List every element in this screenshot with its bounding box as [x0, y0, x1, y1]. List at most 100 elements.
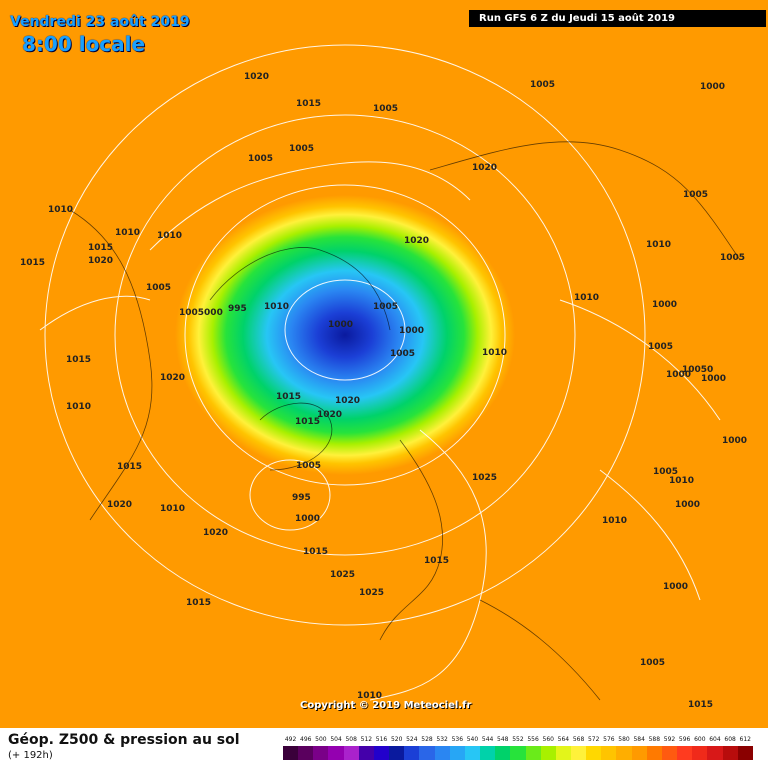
isobar-value-label: 1000 — [701, 374, 727, 384]
scale-swatch — [358, 746, 374, 760]
coastline — [429, 141, 741, 261]
isobar-value-label: 1005 — [373, 302, 399, 312]
isobar-value-label: 1000 — [652, 300, 678, 310]
isobar-value-label: 1015 — [688, 700, 714, 710]
isobar-value-label: 1010 — [264, 302, 290, 312]
isobar-value-label: 1025 — [330, 570, 356, 580]
isobar-value-label: 1000 — [399, 326, 425, 336]
isobar-value-label: 1025 — [472, 473, 498, 483]
scale-label: 500 — [315, 736, 327, 743]
color-scale-swatches — [283, 746, 753, 760]
legend-title: Géop. Z500 & pression au sol — [8, 732, 240, 748]
scale-swatch — [540, 746, 556, 760]
isobar-value-label: 1010 — [482, 348, 508, 358]
scale-label: 536 — [451, 736, 464, 743]
isobar-value-label: 1010 — [48, 205, 74, 215]
isobar-value-label: 1005 — [289, 144, 315, 154]
isobar-contour — [369, 429, 487, 701]
isobar-contour — [39, 295, 151, 331]
scale-swatch — [419, 746, 435, 760]
scale-swatch — [525, 746, 541, 760]
isobar-value-label: 1015 — [276, 392, 302, 402]
scale-label: 524 — [406, 736, 418, 743]
scale-label: 564 — [557, 736, 570, 743]
scale-label: 612 — [739, 736, 751, 743]
scale-label: 492 — [284, 736, 297, 743]
color-scale-labels: 492 496 500 504 508 512 516 520 524 528 532 536 540 5… — [283, 736, 753, 746]
scale-swatch — [283, 746, 299, 760]
isobar-value-label: 1010 — [669, 476, 695, 486]
isobar-value-label: 1010 — [574, 293, 600, 303]
scale-swatch — [677, 746, 693, 760]
isobar-value-label: 1000 — [722, 436, 748, 446]
isobar-value-label: 1000 — [700, 82, 726, 92]
isobar-value-label: 1020 — [244, 72, 270, 82]
scale-label: 604 — [709, 736, 721, 743]
isobar-value-label: 1010 — [602, 516, 628, 526]
scale-swatch — [328, 746, 344, 760]
scale-swatch — [601, 746, 617, 760]
isobar-value-label: 1020 — [472, 163, 498, 173]
scale-label: 556 — [527, 736, 539, 743]
isobar-value-label: 1020 — [404, 236, 430, 246]
coastline — [259, 402, 333, 471]
scale-swatch — [570, 746, 587, 760]
isobar-value-label: 1010 — [115, 228, 141, 238]
run-info-box: Run GFS 6 Z du Jeudi 15 août 2019 — [469, 10, 766, 27]
isobar-value-label: 1015 — [296, 99, 322, 109]
isobar-value-label: 1000 — [663, 582, 689, 592]
scale-swatch — [480, 746, 496, 760]
isobar-value-label: 1015 — [295, 417, 321, 427]
isobar-value-label: 1005 — [653, 467, 679, 477]
scale-label: 540 — [466, 736, 479, 743]
isobar-value-label: 1015 — [303, 547, 329, 557]
scale-swatch — [389, 746, 405, 760]
isobar-contour — [599, 469, 701, 601]
isobar-value-label: 1020 — [335, 396, 361, 406]
isobar-value-label: 1020 — [317, 410, 343, 420]
scale-label: 520 — [390, 736, 403, 743]
isobar-contour — [114, 114, 576, 556]
scale-swatch — [373, 746, 390, 760]
scale-label: 532 — [436, 736, 448, 743]
isobar-contour — [149, 161, 471, 251]
scale-label: 544 — [481, 736, 494, 743]
isobar-value-label: 995 — [228, 304, 247, 314]
scale-label: 560 — [542, 736, 554, 743]
isobar-value-label: 1000 — [666, 370, 692, 380]
scale-label: 548 — [497, 736, 509, 743]
legend-subtitle: (+ 192h) — [8, 750, 53, 761]
scale-label: 516 — [375, 736, 388, 743]
scale-label: 608 — [724, 736, 736, 743]
isobar-contour — [249, 459, 331, 531]
forecast-date-title: Vendredi 23 août 2019 — [10, 14, 190, 30]
scale-label: 568 — [572, 736, 585, 743]
scale-swatch — [646, 746, 662, 760]
scale-label: 528 — [421, 736, 433, 743]
scale-swatch — [464, 746, 481, 760]
coastline — [379, 439, 443, 641]
scale-label: 580 — [618, 736, 630, 743]
isobar-value-label: 1005 — [683, 190, 709, 200]
isobar-contour — [44, 44, 646, 626]
copyright-text: Copyright © 2019 Meteociel.fr — [300, 700, 472, 711]
isobar-value-label: 1005 — [720, 253, 746, 263]
scale-label: 576 — [603, 736, 615, 743]
coastline — [209, 247, 391, 331]
isobar-value-label: 1005 — [296, 461, 322, 471]
isobar-value-label: 1015 — [117, 462, 143, 472]
scale-swatch — [404, 746, 420, 760]
isobar-value-label: 1000 — [675, 500, 701, 510]
scale-swatch — [722, 746, 738, 760]
isobar-value-label: 1005 — [373, 104, 399, 114]
isobar-value-label: 1005 — [248, 154, 274, 164]
scale-label: 592 — [663, 736, 676, 743]
scale-swatch — [737, 746, 753, 760]
scale-swatch — [616, 746, 632, 760]
scale-label: 512 — [360, 736, 373, 743]
isobar-value-label: 10050 — [682, 365, 714, 375]
isobar-contour — [184, 184, 506, 486]
scale-label: 508 — [345, 736, 357, 743]
scale-label: 600 — [694, 736, 706, 743]
isobar-value-label: 1010 — [157, 231, 183, 241]
